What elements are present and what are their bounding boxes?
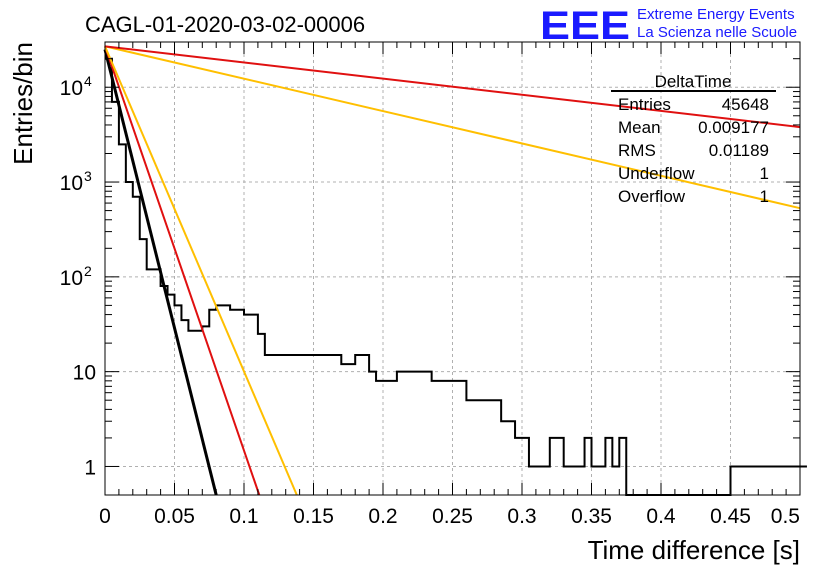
- logo-line-1: Extreme Energy Events: [637, 6, 795, 23]
- x-tick-label: 0.05: [154, 505, 195, 528]
- stats-label: Entries: [618, 95, 671, 114]
- y-tick-label: 10: [60, 172, 83, 195]
- stats-label: Overflow: [618, 187, 686, 206]
- stats-value: 0.009177: [698, 118, 769, 137]
- stats-value: 45648: [722, 95, 769, 114]
- logo-mark: EEE: [540, 4, 630, 48]
- stats-box: DeltaTime Entries 45648 Mean 0.009177 RMS 0.0…: [611, 72, 776, 206]
- fit-line-2: [104, 46, 261, 496]
- stats-value: 1: [760, 164, 769, 183]
- x-tick-label: 0.1: [229, 505, 258, 528]
- grid: [105, 42, 800, 495]
- fit-line-4: [104, 45, 801, 210]
- fit-lines: [103, 45, 801, 496]
- y-axis-label: Entries/bin: [8, 42, 38, 165]
- logo-line-2: La Scienza nelle Scuole: [637, 24, 797, 41]
- y-tick-label: 10: [60, 267, 83, 290]
- x-tick-label: 0.25: [432, 505, 473, 528]
- x-axis: 0 0.05 0.1 0.15 0.2 0.25 0.3 0.35 0.4 0.45 0.5: [99, 42, 801, 528]
- stats-label: RMS: [618, 141, 656, 160]
- x-tick-label: 0.2: [368, 505, 397, 528]
- x-tick-label: 0.5: [771, 505, 800, 528]
- fit-line-3: [104, 45, 298, 496]
- stats-title: DeltaTime: [655, 72, 732, 91]
- fit-line-5: [104, 45, 801, 129]
- x-tick-label: 0.15: [293, 505, 334, 528]
- y-tick-exponent: 3: [84, 168, 92, 184]
- x-tick-label: 0.4: [646, 505, 676, 528]
- stats-value: 1: [760, 187, 769, 206]
- y-tick-exponent: 4: [84, 73, 92, 89]
- chart-title: CAGL-01-2020-03-02-00006: [85, 12, 365, 37]
- y-tick-label: 10: [73, 362, 96, 385]
- y-tick-label: 1: [84, 456, 96, 479]
- eee-logo: EEE Extreme Energy Events La Scienza nel…: [540, 4, 797, 48]
- y-tick-exponent: 2: [84, 263, 92, 279]
- x-tick-label: 0.35: [571, 505, 612, 528]
- x-tick-label: 0.3: [507, 505, 536, 528]
- y-tick-label: 10: [60, 77, 83, 100]
- stats-label: Underflow: [618, 164, 695, 183]
- x-tick-label: 0: [99, 505, 111, 528]
- x-tick-label: 0.45: [710, 505, 751, 528]
- x-axis-label: Time difference [s]: [588, 535, 800, 565]
- stats-value: 0.01189: [709, 141, 769, 160]
- stats-label: Mean: [618, 118, 661, 137]
- fit-line-1: [103, 49, 218, 496]
